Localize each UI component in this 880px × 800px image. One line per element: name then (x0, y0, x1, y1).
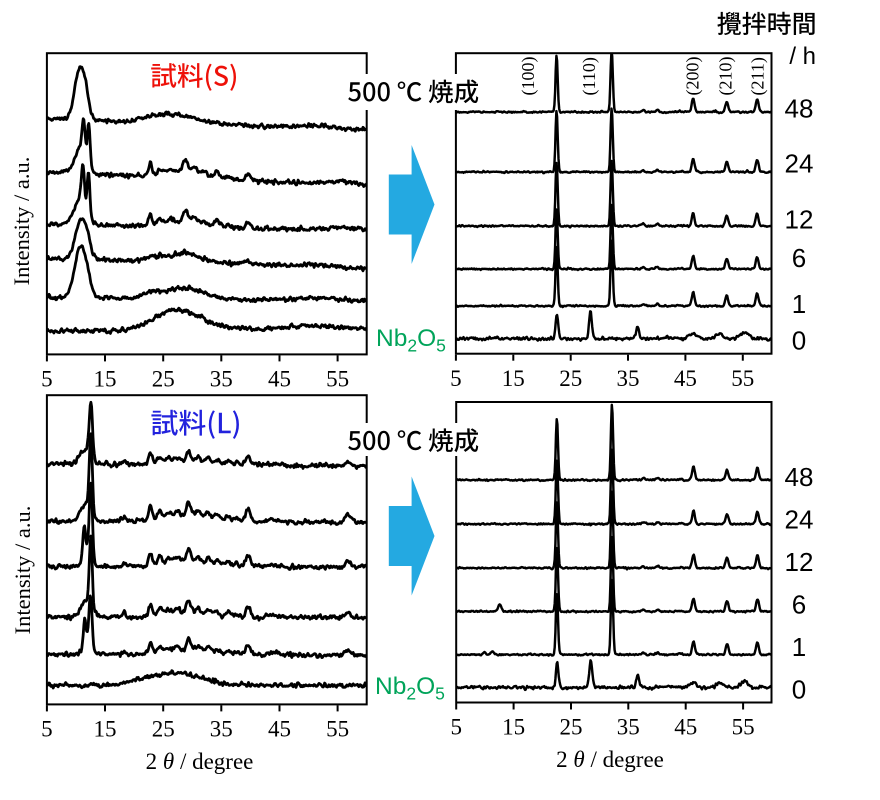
svg-text:15: 15 (94, 717, 117, 742)
svg-text:2 θ / degree: 2 θ / degree (556, 747, 664, 772)
svg-text:(210): (210) (716, 57, 737, 96)
svg-text:(211): (211) (748, 57, 769, 95)
svg-text:55: 55 (732, 715, 755, 740)
svg-text:2 θ / degree: 2 θ / degree (146, 749, 254, 774)
svg-text:(110): (110) (579, 57, 600, 95)
svg-text:Intensity / a.u.: Intensity / a.u. (10, 506, 35, 635)
svg-text:45: 45 (268, 717, 291, 742)
svg-text:15: 15 (502, 366, 525, 391)
svg-text:48: 48 (785, 93, 814, 123)
svg-text:Intensity / a.u.: Intensity / a.u. (9, 157, 34, 286)
svg-text:45: 45 (268, 367, 291, 392)
svg-text:(100): (100) (518, 57, 539, 96)
svg-text:48: 48 (785, 462, 814, 492)
svg-text:24: 24 (785, 149, 814, 179)
svg-text:35: 35 (210, 717, 233, 742)
svg-text:5: 5 (41, 717, 53, 742)
svg-text:12: 12 (785, 205, 814, 235)
svg-text:1: 1 (792, 632, 806, 662)
svg-text:35: 35 (210, 367, 233, 392)
svg-text:12: 12 (785, 547, 814, 577)
svg-text:45: 45 (674, 366, 697, 391)
svg-text:15: 15 (94, 367, 117, 392)
svg-text:6: 6 (792, 243, 806, 273)
svg-text:0: 0 (792, 326, 806, 356)
svg-text:5: 5 (450, 715, 462, 740)
svg-text:/ h: / h (789, 43, 816, 70)
svg-text:25: 25 (152, 367, 175, 392)
svg-text:15: 15 (502, 715, 525, 740)
svg-text:1: 1 (792, 289, 806, 319)
svg-text:55: 55 (326, 367, 349, 392)
svg-text:0: 0 (792, 675, 806, 705)
svg-text:35: 35 (617, 715, 640, 740)
svg-text:5: 5 (450, 366, 462, 391)
svg-text:24: 24 (785, 505, 814, 535)
svg-text:(200): (200) (683, 57, 704, 96)
svg-text:25: 25 (559, 366, 582, 391)
svg-text:25: 25 (152, 717, 175, 742)
svg-text:55: 55 (731, 366, 754, 391)
svg-text:5: 5 (41, 367, 53, 392)
svg-text:35: 35 (617, 366, 640, 391)
svg-text:6: 6 (792, 590, 806, 620)
svg-text:25: 25 (560, 715, 583, 740)
svg-text:55: 55 (326, 717, 349, 742)
svg-text:45: 45 (674, 715, 697, 740)
